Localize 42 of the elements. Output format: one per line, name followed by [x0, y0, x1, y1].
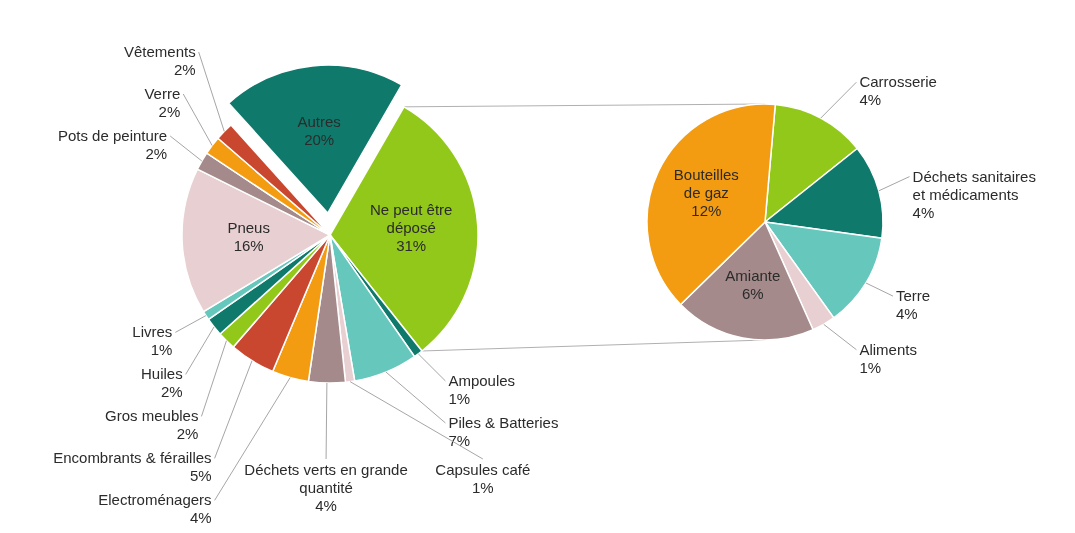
data-label: 2% — [158, 103, 181, 120]
slice-label: Amiante — [725, 266, 781, 284]
slice-label: Terre — [895, 287, 931, 305]
slice-label: Capsules café — [435, 461, 531, 478]
slice-label: Autres — [297, 113, 341, 131]
data-label: 2% — [173, 61, 196, 78]
slice-label: Pneus — [227, 219, 270, 237]
slice-label: Bouteilles de gaz — [673, 166, 739, 202]
slice-label: Déchets verts en grande quantité — [244, 461, 408, 496]
slice-label: Huiles — [140, 365, 183, 383]
slice-label: Encombrants & férailles — [53, 449, 212, 467]
slice-label: Livres — [132, 323, 173, 341]
data-label: 5% — [189, 467, 212, 485]
data-label: 2% — [176, 425, 199, 443]
slice-label: Verre — [144, 85, 181, 102]
slice-label: Gros meubles — [105, 407, 199, 425]
data-label: 4% — [315, 497, 337, 514]
data-label: 4% — [895, 305, 918, 323]
slice-label: Ampoules — [448, 371, 516, 389]
data-label: 16% — [233, 237, 264, 255]
slice-label: Piles & Batteries — [448, 413, 559, 431]
slice-label: Ne peut être déposé — [369, 201, 453, 237]
data-label: 1% — [472, 479, 494, 496]
slice-label: Electroménagers — [98, 491, 212, 509]
slice-label: Déchets sanitaires et médicaments — [912, 167, 1036, 203]
data-label: 1% — [448, 389, 471, 407]
data-label: 1% — [859, 358, 882, 376]
slice-label: Pots de peinture — [57, 127, 168, 144]
data-label: 4% — [859, 91, 882, 109]
slice-label: Vêtements — [123, 43, 196, 60]
data-label: 31% — [396, 237, 427, 255]
data-label: 7% — [448, 431, 471, 449]
data-label: 2% — [145, 145, 168, 162]
data-label: 2% — [160, 383, 183, 401]
data-label: 4% — [189, 509, 212, 527]
data-label: 20% — [304, 131, 335, 149]
data-label: 1% — [150, 341, 173, 359]
data-label: 6% — [741, 284, 764, 302]
data-label: 12% — [691, 202, 722, 220]
data-label: 4% — [912, 203, 935, 221]
slice-label: Aliments — [859, 340, 917, 358]
slice-label: Carrosserie — [859, 73, 937, 91]
